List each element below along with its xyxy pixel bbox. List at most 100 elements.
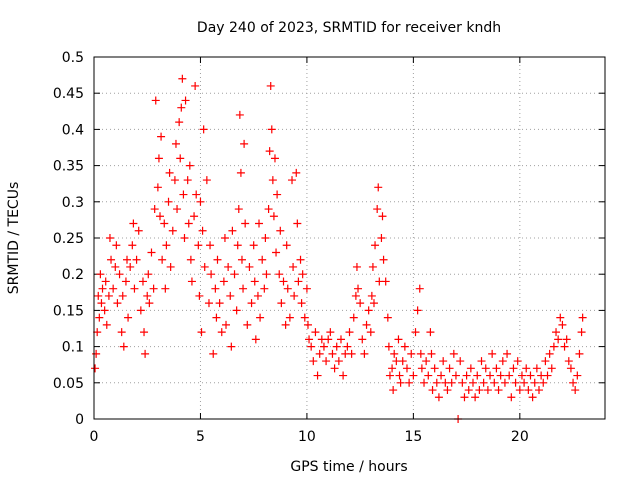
data-point — [234, 205, 243, 214]
data-point — [297, 299, 306, 308]
data-point — [517, 371, 526, 380]
data-point — [434, 393, 443, 402]
data-point — [181, 96, 190, 105]
data-point — [371, 241, 380, 250]
data-point — [556, 313, 565, 322]
data-point — [241, 219, 250, 228]
data-point — [164, 197, 173, 206]
data-point — [503, 349, 512, 358]
data-point — [190, 212, 199, 221]
data-point — [264, 205, 273, 214]
data-point — [168, 226, 177, 235]
data-point — [492, 364, 501, 373]
y-tick-label: 0.4 — [62, 122, 84, 138]
data-point — [219, 277, 228, 286]
data-point — [198, 226, 207, 235]
data-point — [228, 226, 237, 235]
data-point — [277, 299, 286, 308]
data-point — [507, 393, 516, 402]
data-point — [543, 371, 552, 380]
data-point — [101, 277, 110, 286]
data-point — [191, 81, 200, 90]
data-point — [505, 371, 514, 380]
data-point — [126, 262, 135, 271]
data-point — [532, 364, 541, 373]
data-point — [140, 328, 149, 337]
data-point — [300, 313, 309, 322]
data-point — [186, 255, 195, 264]
data-point — [407, 349, 416, 358]
data-point — [369, 299, 378, 308]
x-tick-label: 15 — [404, 429, 422, 445]
data-point — [360, 349, 369, 358]
data-point — [294, 277, 303, 286]
data-point — [266, 81, 275, 90]
data-point — [473, 371, 482, 380]
data-point — [303, 320, 312, 329]
data-point — [358, 335, 367, 344]
y-tick-label: 0.15 — [53, 303, 84, 319]
data-point — [345, 328, 354, 337]
data-point — [197, 328, 206, 337]
data-point — [171, 139, 180, 148]
data-point — [200, 262, 209, 271]
data-point — [511, 378, 520, 387]
data-point — [118, 291, 127, 300]
data-point — [381, 277, 390, 286]
data-point — [123, 255, 132, 264]
data-point — [528, 393, 537, 402]
y-tick-label: 0.35 — [53, 159, 84, 175]
data-point — [156, 212, 165, 221]
data-point — [251, 335, 260, 344]
data-point — [494, 386, 503, 395]
data-point — [144, 270, 153, 279]
data-point — [220, 234, 229, 242]
chart-title: Day 240 of 2023, SRMTID for receiver knd… — [197, 20, 501, 36]
x-tick-labels: 0 5 10 15 20 — [90, 429, 529, 445]
data-point — [509, 364, 518, 373]
data-point — [298, 270, 307, 279]
data-point — [285, 313, 294, 322]
data-points — [91, 74, 587, 423]
data-point — [530, 378, 539, 387]
data-point — [104, 291, 113, 300]
data-point — [378, 212, 387, 221]
data-point — [443, 386, 452, 395]
data-point — [107, 255, 116, 264]
data-point — [121, 277, 130, 286]
data-point — [215, 299, 224, 308]
y-tick-label: 0.5 — [62, 50, 84, 66]
data-point — [237, 255, 246, 264]
data-point — [185, 161, 194, 170]
data-point — [558, 320, 567, 329]
data-point — [273, 190, 282, 199]
data-point — [109, 284, 118, 293]
data-point — [151, 96, 160, 105]
data-point — [105, 234, 114, 242]
data-point — [153, 183, 162, 192]
data-point — [498, 357, 507, 366]
data-point — [373, 205, 382, 214]
x-tick-label: 10 — [298, 429, 316, 445]
data-point — [178, 74, 187, 83]
data-point — [326, 328, 335, 337]
data-point — [196, 197, 205, 206]
y-tick-label: 0.3 — [62, 195, 84, 211]
data-point — [524, 386, 533, 395]
data-point — [486, 371, 495, 380]
data-point — [132, 255, 141, 264]
data-point — [124, 313, 133, 322]
data-point — [255, 219, 264, 228]
data-point — [351, 291, 360, 300]
x-tick-label: 0 — [90, 429, 99, 445]
data-point — [100, 306, 109, 315]
data-point — [233, 241, 242, 250]
data-point — [154, 154, 163, 163]
data-point — [243, 320, 252, 329]
data-point — [130, 284, 139, 293]
data-point — [173, 205, 182, 214]
data-point — [513, 357, 522, 366]
data-point — [192, 190, 201, 199]
